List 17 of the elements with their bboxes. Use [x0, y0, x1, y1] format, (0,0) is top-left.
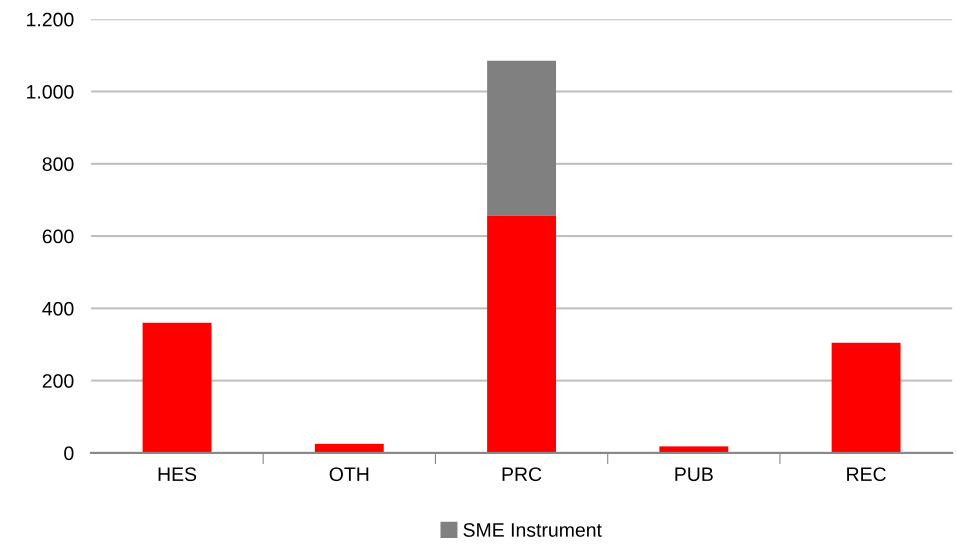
bar [487, 60, 556, 216]
y-tick-label: 800 [42, 157, 74, 172]
x-tick-label: PUB [675, 468, 713, 482]
y-tick-label: 400 [42, 302, 74, 316]
bar [832, 342, 901, 453]
y-tick-label: 1.000 [27, 84, 74, 99]
legend-label: SME Instrument [463, 523, 602, 537]
bar [487, 216, 556, 453]
x-tick-label: HES [158, 467, 196, 482]
y-tick-label: 0 [64, 446, 74, 460]
y-tick-label: 1.200 [27, 12, 74, 26]
bar [142, 322, 212, 453]
x-tick-label: REC [847, 467, 886, 482]
y-tick-label: 600 [42, 230, 74, 244]
x-tick-label: PRC [502, 467, 542, 482]
y-tick-label: 200 [42, 374, 74, 388]
x-tick-label: OTH [330, 467, 368, 482]
